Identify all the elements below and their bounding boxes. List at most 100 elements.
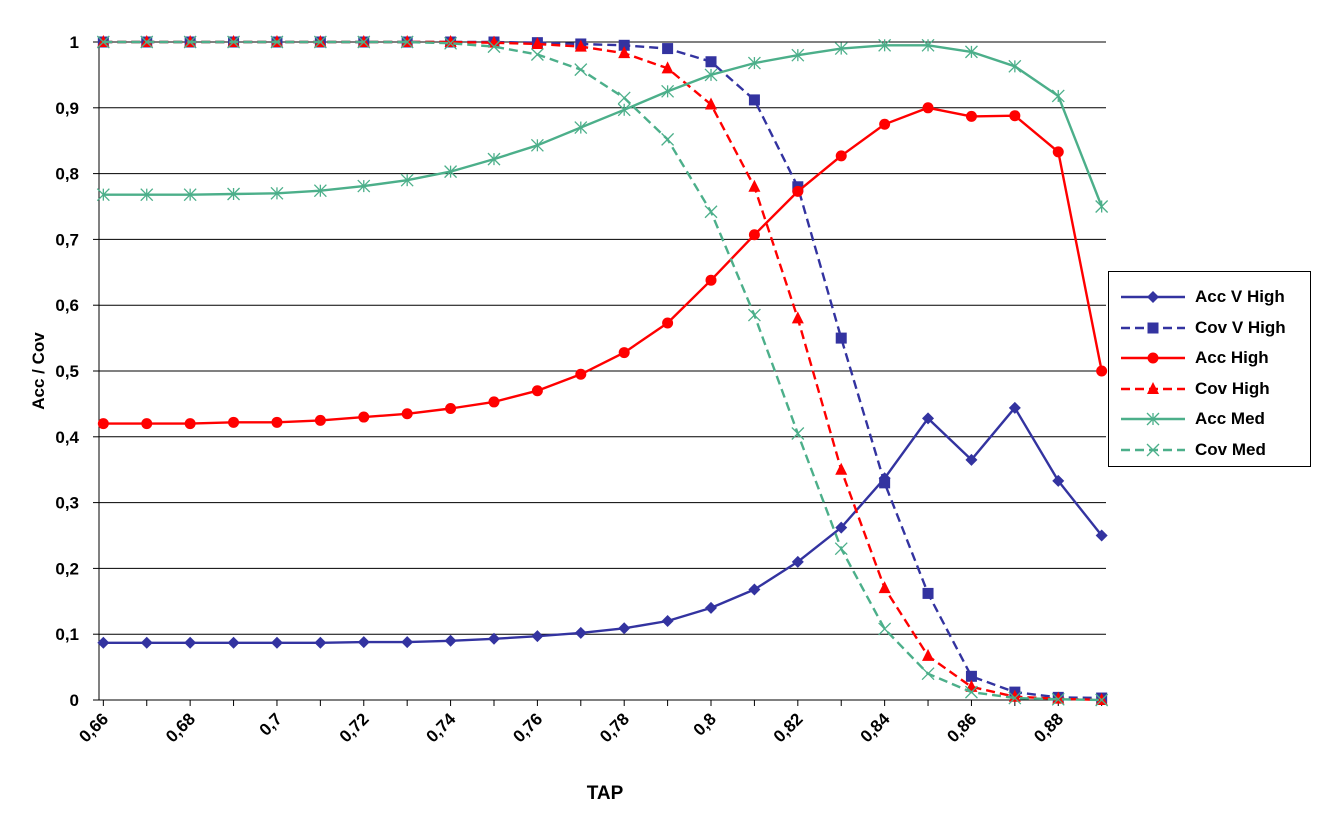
data-point — [357, 35, 371, 49]
data-point — [661, 61, 674, 74]
legend-swatch — [1121, 381, 1185, 394]
y-tick-label: 0,1 — [55, 625, 79, 644]
series-line-cov-med — [103, 40, 1102, 702]
data-point — [834, 42, 848, 56]
series-line-cov-v-high — [103, 40, 1102, 700]
x-tick-label: 0,88 — [1030, 709, 1067, 746]
data-point — [487, 632, 500, 645]
legend-marker — [1147, 291, 1159, 303]
y-tick-label: 0,8 — [55, 165, 79, 184]
data-point — [879, 118, 891, 130]
data-point — [357, 636, 370, 649]
x-tick-label: 0,86 — [943, 709, 980, 746]
data-point — [791, 311, 804, 324]
data-point — [358, 411, 370, 423]
series-acc-high — [97, 102, 1108, 430]
data-point — [574, 63, 588, 77]
data-point — [965, 453, 978, 466]
legend-swatch — [1121, 291, 1185, 303]
legend-item-cov-med: Cov Med — [1109, 435, 1310, 465]
data-point — [97, 418, 109, 430]
data-point — [1009, 110, 1021, 122]
legend: Acc V High Cov V High Acc High Cov High Acc … — [1108, 271, 1311, 467]
data-point — [400, 35, 414, 49]
legend-swatch — [1121, 322, 1185, 333]
y-tick-label: 0,7 — [55, 230, 79, 249]
data-point — [748, 179, 761, 192]
data-point — [1095, 693, 1108, 705]
series-line-acc-high — [103, 106, 1103, 425]
series-cov-med — [96, 35, 1109, 707]
data-point — [835, 332, 847, 344]
data-point — [791, 555, 804, 568]
legend-marker — [1147, 352, 1159, 364]
data-point — [618, 39, 630, 51]
data-point — [313, 184, 327, 198]
data-point — [487, 40, 501, 54]
data-point — [661, 132, 675, 146]
data-point — [964, 45, 978, 59]
x-tick-labels: 0,66 0,68 0,7 0,72 0,74 0,76 0,78 0,8 0,82 0,84 0,… — [75, 709, 1067, 746]
data-point — [445, 403, 457, 415]
data-point — [662, 43, 674, 55]
data-point — [705, 56, 717, 68]
data-point — [878, 622, 892, 636]
data-point — [575, 368, 587, 380]
legend-marker — [1147, 322, 1159, 333]
data-point — [617, 91, 631, 105]
data-point — [444, 634, 457, 647]
series-cov-high — [97, 35, 1108, 705]
data-point — [488, 396, 500, 408]
data-point — [747, 56, 761, 70]
data-point — [184, 418, 196, 430]
data-point — [1096, 365, 1108, 377]
legend-swatch — [1121, 412, 1185, 426]
data-point — [357, 179, 371, 193]
data-point — [1052, 474, 1065, 487]
data-point — [574, 626, 587, 639]
data-point — [531, 630, 544, 643]
x-tick-label: 0,78 — [596, 709, 633, 746]
data-point — [747, 308, 761, 322]
data-point — [964, 685, 978, 699]
y-tick-label: 0,6 — [55, 296, 79, 315]
data-point — [791, 48, 805, 62]
data-point — [835, 521, 848, 534]
data-point — [183, 35, 197, 49]
legend-swatch — [1121, 443, 1185, 456]
data-point — [97, 636, 110, 649]
data-point — [227, 187, 241, 201]
data-point — [965, 110, 977, 122]
data-point — [792, 185, 804, 197]
data-point — [965, 670, 977, 682]
legend-item-acc-v-high: Acc V High — [1109, 282, 1310, 312]
data-point — [705, 601, 718, 614]
data-point — [705, 274, 717, 286]
data-point — [228, 416, 240, 428]
series-acc-v-high — [97, 401, 1108, 649]
legend-marker — [1147, 381, 1159, 394]
y-tick-label: 0,5 — [55, 362, 79, 381]
gridlines — [99, 41, 1106, 701]
data-point — [140, 188, 154, 202]
data-point — [1008, 691, 1022, 705]
y-tick-label: 0,3 — [55, 494, 79, 513]
data-point — [704, 205, 718, 219]
data-point — [313, 35, 327, 49]
data-point — [922, 412, 935, 425]
data-point — [1008, 59, 1022, 73]
legend-item-acc-high: Acc High — [1109, 343, 1310, 373]
data-point — [401, 636, 414, 649]
legend-marker — [1146, 443, 1160, 456]
legend-swatch — [1121, 352, 1185, 364]
data-point — [618, 622, 631, 635]
series-line-acc-v-high — [103, 406, 1103, 644]
data-point — [835, 150, 847, 162]
data-point — [227, 35, 241, 49]
data-point — [270, 636, 283, 649]
data-point — [531, 385, 543, 397]
data-point — [141, 418, 153, 430]
data-point — [530, 138, 544, 152]
data-point — [183, 188, 197, 202]
